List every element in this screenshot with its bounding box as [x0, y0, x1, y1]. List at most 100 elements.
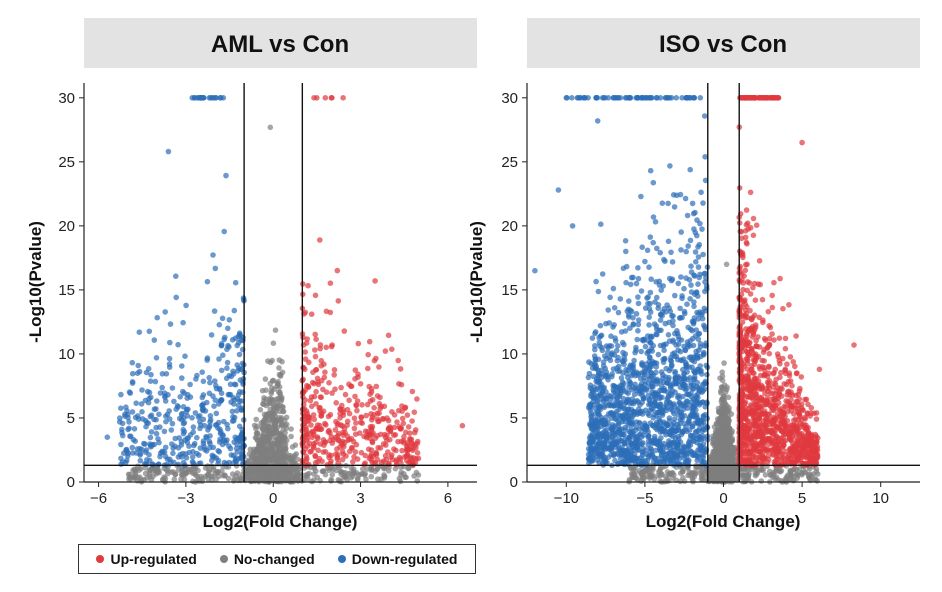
data-point-down-regulated: [144, 461, 150, 468]
data-point-no-changed: [276, 384, 283, 390]
data-point-down-regulated: [183, 409, 189, 415]
data-point-down-regulated: [616, 402, 622, 409]
data-point-up-regulated: [317, 345, 324, 352]
data-point-no-changed: [150, 473, 156, 480]
data-point-up-regulated: [373, 383, 380, 390]
data-point-down-regulated: [207, 417, 214, 423]
data-point-down-regulated: [636, 419, 642, 426]
data-point-no-changed: [251, 422, 258, 429]
data-point-down-regulated: [633, 311, 640, 317]
data-point-no-changed: [317, 477, 324, 484]
data-point-up-regulated: [304, 336, 311, 342]
y-axis-title: -Log10(Pvalue): [26, 221, 45, 343]
data-point-down-regulated: [648, 437, 654, 444]
data-point-down-regulated: [689, 200, 696, 207]
data-point-down-regulated: [199, 369, 205, 376]
data-point-down-regulated: [672, 368, 678, 375]
data-point-down-regulated: [628, 419, 634, 426]
data-point-down-regulated: [687, 296, 693, 302]
data-point-down-regulated: [611, 352, 618, 358]
data-point-no-changed: [262, 434, 269, 440]
data-point-down-regulated: [676, 315, 683, 321]
data-point-no-changed: [288, 426, 294, 432]
data-point-down-regulated: [623, 263, 630, 270]
data-point-up-regulated: [337, 415, 343, 421]
data-point-down-regulated: [152, 378, 159, 385]
data-point-up-regulated: [315, 435, 321, 442]
data-point-down-regulated: [139, 409, 145, 415]
data-point-up-regulated: [323, 344, 330, 351]
data-point-no-changed: [190, 470, 196, 477]
data-point-no-changed: [270, 475, 276, 481]
data-point-up-regulated: [382, 453, 389, 459]
data-point-no-changed: [182, 470, 188, 476]
data-point-down-regulated: [601, 404, 608, 411]
data-point-up-regulated: [368, 411, 374, 417]
data-point-no-changed: [758, 478, 765, 484]
data-point-down-regulated: [688, 282, 694, 288]
data-point-up-regulated: [309, 403, 315, 410]
data-point-down-regulated: [155, 461, 162, 468]
data-point-up-regulated: [307, 449, 314, 455]
data-point-down-regulated: [608, 446, 614, 452]
data-point-down-regulated: [638, 434, 645, 440]
data-point-down-regulated: [615, 429, 621, 436]
data-point-no-changed: [252, 435, 259, 441]
data-point-down-regulated: [637, 383, 644, 390]
data-point-down-regulated: [659, 451, 665, 457]
data-point-down-regulated: [216, 385, 223, 392]
data-point-down-regulated: [595, 288, 602, 295]
data-point-no-changed: [664, 478, 670, 485]
data-point-down-regulated: [652, 219, 659, 225]
data-point-down-regulated: [611, 322, 617, 328]
data-point-up-regulated: [351, 415, 358, 422]
data-point-down-regulated: [652, 455, 658, 462]
data-point-up-regulated: [338, 440, 345, 447]
data-point-no-changed: [305, 475, 311, 482]
data-point-up-regulated: [401, 438, 407, 444]
data-point-down-regulated: [623, 366, 629, 373]
data-point-down-regulated: [157, 424, 163, 430]
data-point-up-regulated: [381, 403, 388, 410]
data-point-up-regulated: [311, 445, 317, 451]
data-point-no-changed: [260, 401, 267, 408]
data-point-no-changed: [725, 394, 732, 401]
data-point-down-regulated: [159, 448, 165, 455]
scatter-points: [532, 95, 857, 485]
data-point-up-regulated: [397, 366, 404, 372]
data-point-up-regulated: [304, 410, 311, 417]
data-point-up-regulated: [329, 95, 335, 101]
y-tick-label: 25: [58, 154, 75, 171]
data-point-down-regulated: [595, 431, 601, 438]
data-point-down-regulated: [234, 449, 240, 455]
data-point-up-regulated: [414, 396, 420, 402]
data-point-down-regulated: [131, 426, 138, 432]
data-point-down-regulated: [213, 455, 220, 462]
data-point-down-regulated: [635, 328, 641, 334]
data-point-down-regulated: [678, 247, 684, 253]
x-tick-label: 3: [356, 490, 364, 507]
data-point-up-regulated: [412, 427, 419, 433]
data-point-outlier: [209, 95, 215, 101]
data-point-down-regulated: [688, 326, 694, 333]
data-point-down-regulated: [657, 459, 663, 466]
data-point-down-regulated: [670, 313, 676, 319]
data-point-up-regulated: [335, 451, 341, 458]
data-point-down-regulated: [190, 424, 197, 430]
data-point-up-regulated: [365, 351, 372, 358]
data-point-down-regulated: [213, 382, 219, 389]
data-point-up-regulated: [409, 459, 416, 466]
data-point-down-regulated: [618, 375, 625, 381]
data-point-no-changed: [363, 476, 369, 483]
data-point-no-changed: [807, 476, 813, 482]
data-point-down-regulated: [671, 416, 678, 422]
data-point-up-regulated: [331, 367, 338, 373]
data-point-down-regulated: [603, 414, 609, 421]
data-point-up-regulated: [354, 456, 361, 462]
data-point-down-regulated: [141, 440, 147, 447]
data-point-down-regulated: [668, 358, 675, 365]
data-point-up-regulated: [320, 386, 326, 393]
data-point-down-regulated: [662, 258, 668, 265]
data-point-down-regulated: [120, 432, 126, 439]
